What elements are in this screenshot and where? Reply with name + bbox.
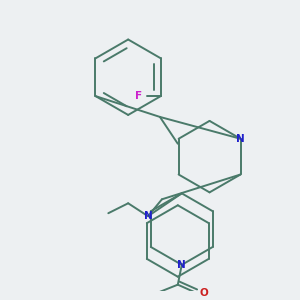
Text: N: N — [177, 260, 186, 270]
Text: N: N — [236, 134, 245, 144]
Text: O: O — [199, 288, 208, 298]
Text: N: N — [144, 211, 152, 221]
Text: F: F — [135, 91, 142, 101]
